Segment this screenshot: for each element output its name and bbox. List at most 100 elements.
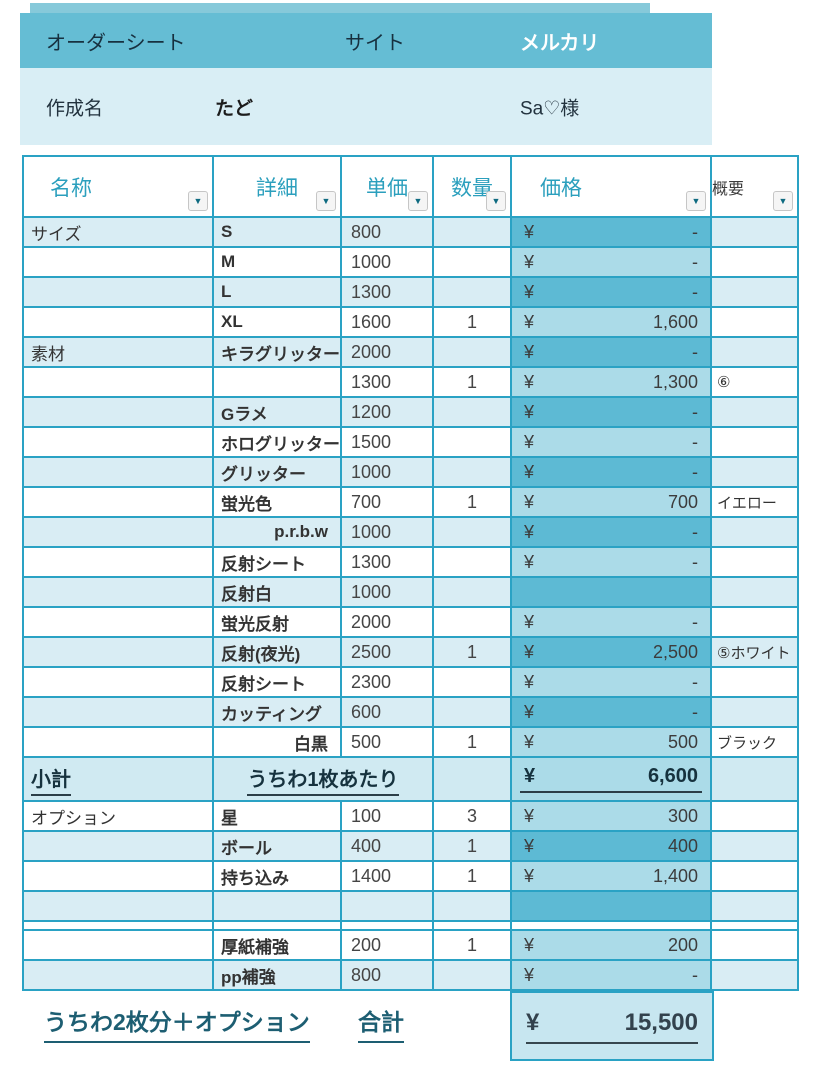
cell-note[interactable] xyxy=(712,548,797,576)
cell-quantity[interactable] xyxy=(434,338,510,366)
cell-quantity[interactable]: 1 xyxy=(434,368,510,396)
cell-unit-price[interactable]: 2300 xyxy=(342,668,432,696)
cell-quantity[interactable]: 1 xyxy=(434,488,510,516)
cell-detail[interactable] xyxy=(214,922,340,929)
filter-dropdown-button[interactable]: ▼ xyxy=(486,191,506,211)
cell-detail[interactable]: グリッター xyxy=(214,458,340,486)
cell-unit-price[interactable]: 800 xyxy=(342,961,432,989)
cell-name[interactable] xyxy=(24,368,212,396)
cell-price[interactable]: ¥ - xyxy=(512,961,710,989)
cell-quantity[interactable] xyxy=(434,248,510,276)
cell-quantity[interactable]: 1 xyxy=(434,931,510,959)
cell-price[interactable]: ¥ 1,600 xyxy=(512,308,710,336)
subtotal-quantity-cell[interactable] xyxy=(434,758,510,800)
cell-unit-price[interactable]: 800 xyxy=(342,218,432,246)
cell-quantity[interactable] xyxy=(434,458,510,486)
cell-note[interactable] xyxy=(712,308,797,336)
cell-detail[interactable]: 星 xyxy=(214,802,340,830)
cell-name[interactable] xyxy=(24,668,212,696)
cell-quantity[interactable] xyxy=(434,428,510,456)
cell-name[interactable] xyxy=(24,862,212,890)
cell-unit-price[interactable]: 1400 xyxy=(342,862,432,890)
cell-note[interactable]: ⑤ホワイト xyxy=(712,638,797,666)
cell-price[interactable]: ¥ - xyxy=(512,458,710,486)
subtotal-note-cell[interactable] xyxy=(712,758,797,800)
cell-price[interactable]: ¥ - xyxy=(512,218,710,246)
cell-name[interactable]: オプション xyxy=(24,802,212,830)
cell-name[interactable] xyxy=(24,578,212,606)
cell-unit-price[interactable]: 1300 xyxy=(342,278,432,306)
cell-unit-price[interactable]: 500 xyxy=(342,728,432,756)
cell-unit-price[interactable]: 200 xyxy=(342,931,432,959)
cell-unit-price[interactable]: 2000 xyxy=(342,608,432,636)
cell-detail[interactable]: M xyxy=(214,248,340,276)
cell-price[interactable]: ¥ 1,400 xyxy=(512,862,710,890)
cell-unit-price[interactable]: 1000 xyxy=(342,248,432,276)
cell-detail[interactable]: Gラメ xyxy=(214,398,340,426)
cell-quantity[interactable]: 1 xyxy=(434,832,510,860)
cell-quantity[interactable]: 1 xyxy=(434,638,510,666)
cell-price[interactable] xyxy=(512,892,710,920)
cell-quantity[interactable] xyxy=(434,548,510,576)
cell-note[interactable]: ブラック xyxy=(712,728,797,756)
cell-detail[interactable]: pp補強 xyxy=(214,961,340,989)
cell-note[interactable] xyxy=(712,698,797,726)
cell-price[interactable]: ¥ - xyxy=(512,428,710,456)
cell-name[interactable] xyxy=(24,931,212,959)
cell-detail[interactable]: L xyxy=(214,278,340,306)
cell-note[interactable] xyxy=(712,518,797,546)
cell-quantity[interactable] xyxy=(434,961,510,989)
subtotal-detail-cell[interactable]: うちわ1枚あたり xyxy=(214,758,432,800)
cell-name[interactable]: 素材 xyxy=(24,338,212,366)
cell-price[interactable]: ¥ 500 xyxy=(512,728,710,756)
cell-note[interactable] xyxy=(712,802,797,830)
cell-unit-price[interactable]: 1300 xyxy=(342,368,432,396)
cell-note[interactable]: ⑥ xyxy=(712,368,797,396)
cell-note[interactable] xyxy=(712,338,797,366)
cell-price[interactable]: ¥ - xyxy=(512,548,710,576)
cell-price[interactable]: ¥ 2,500 xyxy=(512,638,710,666)
cell-detail[interactable]: 反射シート xyxy=(214,668,340,696)
cell-unit-price[interactable]: 1500 xyxy=(342,428,432,456)
cell-detail[interactable] xyxy=(214,892,340,920)
cell-detail[interactable]: 厚紙補強 xyxy=(214,931,340,959)
cell-price[interactable]: ¥ 200 xyxy=(512,931,710,959)
cell-name[interactable] xyxy=(24,892,212,920)
cell-note[interactable] xyxy=(712,218,797,246)
cell-price[interactable]: ¥ 700 xyxy=(512,488,710,516)
sheet-header-band[interactable]: オーダーシート サイト メルカリ xyxy=(20,13,712,68)
filter-dropdown-button[interactable]: ▼ xyxy=(316,191,336,211)
cell-price[interactable]: ¥ - xyxy=(512,608,710,636)
cell-price[interactable]: ¥ - xyxy=(512,278,710,306)
cell-unit-price[interactable] xyxy=(342,922,432,929)
cell-detail[interactable]: 白黒 xyxy=(214,728,340,756)
cell-name[interactable] xyxy=(24,248,212,276)
cell-quantity[interactable] xyxy=(434,518,510,546)
filter-dropdown-button[interactable]: ▼ xyxy=(686,191,706,211)
cell-note[interactable] xyxy=(712,578,797,606)
cell-detail[interactable]: 反射(夜光) xyxy=(214,638,340,666)
cell-detail[interactable]: p.r.b.w xyxy=(214,518,340,546)
cell-unit-price[interactable]: 2000 xyxy=(342,338,432,366)
cell-name[interactable] xyxy=(24,278,212,306)
cell-name[interactable] xyxy=(24,548,212,576)
cell-price[interactable]: ¥ - xyxy=(512,698,710,726)
creator-info-band[interactable]: 作成名 たど Sa♡様 xyxy=(20,68,712,145)
column-header-quantity[interactable]: 数量 ▼ xyxy=(434,157,510,216)
column-header-price[interactable]: 価格 ▼ xyxy=(512,157,710,216)
cell-note[interactable] xyxy=(712,832,797,860)
cell-detail[interactable]: S xyxy=(214,218,340,246)
cell-name[interactable] xyxy=(24,308,212,336)
cell-detail[interactable]: ホログリッター xyxy=(214,428,340,456)
cell-detail[interactable]: ボール xyxy=(214,832,340,860)
cell-unit-price[interactable]: 1000 xyxy=(342,518,432,546)
subtotal-label-cell[interactable]: 小計 xyxy=(24,758,212,800)
cell-note[interactable] xyxy=(712,458,797,486)
cell-detail[interactable]: カッティング xyxy=(214,698,340,726)
cell-name[interactable] xyxy=(24,518,212,546)
cell-unit-price[interactable]: 700 xyxy=(342,488,432,516)
filter-dropdown-button[interactable]: ▼ xyxy=(408,191,428,211)
cell-quantity[interactable] xyxy=(434,278,510,306)
cell-note[interactable] xyxy=(712,961,797,989)
cell-unit-price[interactable]: 2500 xyxy=(342,638,432,666)
